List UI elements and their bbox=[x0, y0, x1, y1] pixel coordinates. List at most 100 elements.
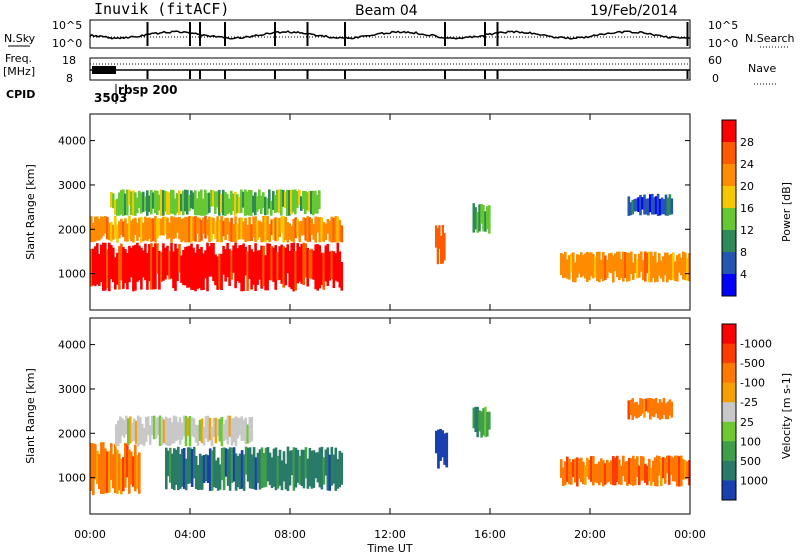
power-cell bbox=[568, 255, 571, 280]
velocity-cell bbox=[598, 461, 601, 486]
power-cell bbox=[486, 206, 489, 230]
power-cell bbox=[282, 216, 285, 243]
velocity-cell bbox=[120, 458, 123, 495]
power-cell bbox=[96, 216, 99, 241]
power-cell bbox=[616, 251, 619, 277]
velocity-cell bbox=[322, 457, 326, 485]
velocity-cell bbox=[602, 460, 605, 487]
velocity-cell bbox=[204, 454, 208, 482]
power-cell bbox=[282, 189, 285, 207]
power-cell bbox=[580, 252, 583, 278]
velocity-cell bbox=[276, 455, 280, 489]
velocity-cell bbox=[218, 418, 222, 442]
power-cell bbox=[98, 253, 101, 286]
power-cell bbox=[124, 193, 127, 216]
power-cell bbox=[228, 221, 231, 242]
power-cell bbox=[232, 193, 235, 212]
power-cell bbox=[118, 221, 121, 239]
velocity-cell bbox=[640, 456, 643, 481]
velocity-cell bbox=[582, 461, 585, 485]
power-cell bbox=[236, 248, 239, 282]
power-cell bbox=[300, 243, 303, 284]
power-cell bbox=[164, 247, 167, 280]
velocity-cell bbox=[123, 419, 126, 438]
power-cell bbox=[156, 243, 159, 274]
power-cell bbox=[256, 220, 259, 240]
power-cell bbox=[304, 191, 307, 215]
power-cell bbox=[316, 217, 319, 233]
power-cell bbox=[128, 216, 131, 240]
velocity-cell bbox=[662, 397, 666, 415]
velocity-cell bbox=[124, 442, 127, 488]
power-cell bbox=[633, 199, 636, 212]
power-cell bbox=[600, 259, 603, 279]
power-cell bbox=[102, 242, 105, 291]
power-cell bbox=[200, 246, 203, 291]
velocity-cell bbox=[181, 448, 184, 487]
velocity-cell bbox=[117, 420, 120, 447]
power-ytick-label: 2000 bbox=[58, 223, 86, 236]
velocity-cell bbox=[635, 401, 638, 419]
velocity-cell bbox=[282, 451, 286, 482]
power-cell bbox=[126, 189, 129, 216]
velocity-cell bbox=[162, 419, 166, 444]
power-cell bbox=[272, 247, 275, 283]
power-cell bbox=[142, 222, 145, 242]
power-cell bbox=[296, 191, 299, 208]
power-cell bbox=[306, 216, 309, 242]
power-cell bbox=[140, 192, 143, 214]
power-cell bbox=[246, 251, 249, 291]
velocity-cell bbox=[168, 417, 172, 446]
power-cell bbox=[654, 196, 658, 215]
power-cell bbox=[436, 228, 439, 265]
power-cell bbox=[634, 254, 637, 274]
power-cell bbox=[260, 245, 263, 289]
power-cell bbox=[164, 190, 167, 212]
power-cell bbox=[226, 193, 229, 215]
velocity-cell bbox=[636, 456, 639, 477]
power-cell bbox=[278, 217, 281, 237]
power-cell bbox=[648, 251, 651, 283]
velocity-cell bbox=[651, 398, 654, 417]
velocity-cell bbox=[280, 460, 284, 491]
power-cell bbox=[180, 193, 183, 212]
power-cell bbox=[182, 218, 185, 241]
date-title: 19/Feb/2014 bbox=[590, 3, 678, 19]
power-cell bbox=[132, 218, 135, 243]
power-cell bbox=[124, 218, 127, 242]
power-cell bbox=[242, 243, 245, 292]
power-cell bbox=[650, 251, 653, 283]
power-cell bbox=[214, 191, 217, 214]
power-cell bbox=[224, 192, 227, 216]
power-cell bbox=[102, 216, 105, 236]
velocity-cell bbox=[186, 417, 190, 436]
power-cell bbox=[252, 216, 255, 238]
power-cell bbox=[114, 199, 117, 215]
power-cell bbox=[570, 253, 573, 273]
nsearch-label: N.Search bbox=[745, 32, 795, 45]
velocity-cell bbox=[320, 446, 324, 490]
power-cell bbox=[274, 194, 277, 213]
velocity-cell bbox=[206, 455, 210, 483]
power-cell bbox=[194, 190, 197, 216]
power-cell bbox=[324, 223, 328, 240]
velocity-cell bbox=[125, 415, 128, 435]
velocity-cell bbox=[246, 424, 250, 444]
power-cell bbox=[168, 250, 171, 280]
power-cell bbox=[200, 189, 203, 216]
velocity-cell bbox=[216, 457, 220, 491]
power-cell bbox=[480, 204, 483, 224]
cpid-label: CPID bbox=[6, 88, 35, 101]
velocity-cell bbox=[222, 423, 226, 442]
power-cell bbox=[100, 216, 103, 239]
power-cell bbox=[250, 190, 253, 216]
power-cell bbox=[138, 217, 141, 238]
power-cell bbox=[146, 253, 149, 290]
velocity-cell bbox=[478, 410, 481, 432]
power-cell bbox=[586, 251, 589, 282]
power-cell bbox=[214, 254, 217, 286]
power-cell bbox=[280, 216, 283, 233]
power-ytick-label: 1000 bbox=[58, 268, 86, 281]
velocity-colorbar-tick: -1000 bbox=[740, 338, 772, 351]
power-colorbar-swatch bbox=[722, 208, 736, 231]
